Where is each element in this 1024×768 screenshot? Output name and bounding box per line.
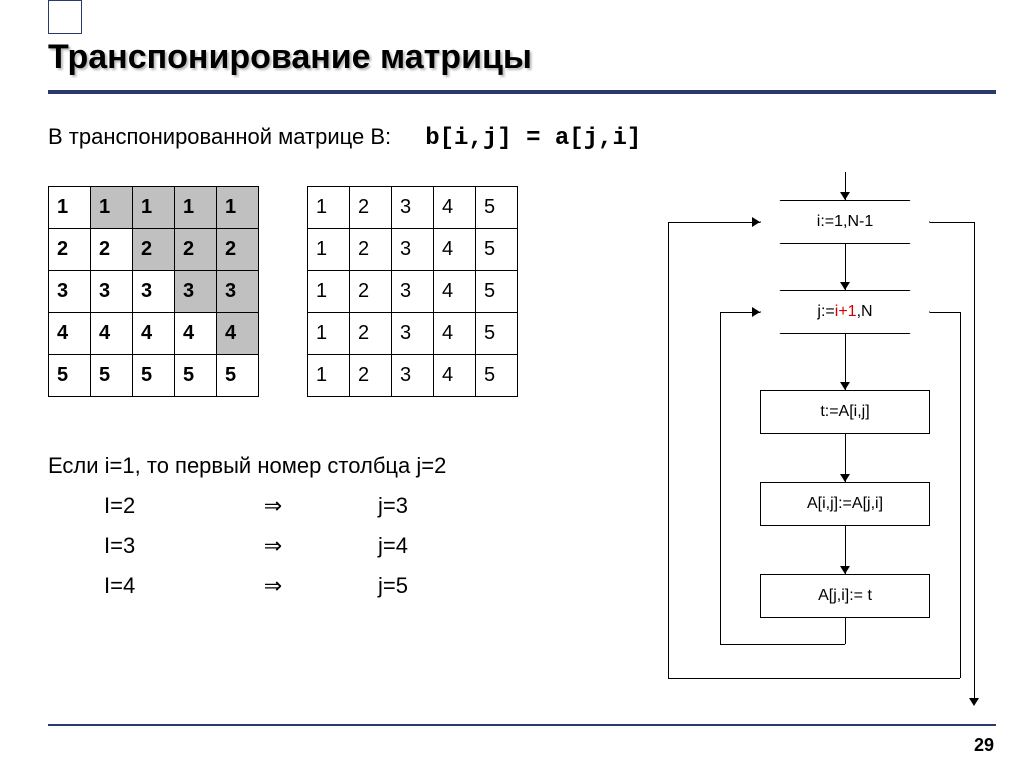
matrix-a-cell: 3 — [175, 271, 217, 313]
matrices-container: 1111122222333334444455555 12345123451234… — [48, 186, 518, 397]
matrix-b-cell: 1 — [308, 271, 350, 313]
matrix-b-cell: 4 — [434, 313, 476, 355]
corner-decor — [48, 0, 82, 34]
title-underline — [48, 90, 996, 94]
matrix-b-cell: 1 — [308, 355, 350, 397]
explain-block: Если i=1, то первый номер столбца j=2 I=… — [48, 446, 446, 606]
matrix-a-cell: 4 — [175, 313, 217, 355]
matrix-b-cell: 3 — [392, 355, 434, 397]
matrix-a-cell: 2 — [133, 229, 175, 271]
explain-right: j=5 — [378, 566, 438, 606]
matrix-b-cell: 4 — [434, 355, 476, 397]
arrow-icon — [840, 382, 850, 390]
matrix-a-cell: 5 — [133, 355, 175, 397]
arrow-icon — [969, 698, 979, 706]
matrix-a-cell: 4 — [217, 313, 259, 355]
flow-line — [845, 618, 846, 644]
matrix-a-cell: 3 — [133, 271, 175, 313]
flowchart: i:=1,N-1 j:=i+1,N t:=A[i,j] A[i,j]:=A[j,i] A… — [650, 172, 980, 732]
matrix-b-cell: 1 — [308, 313, 350, 355]
matrix-b-cell: 3 — [392, 271, 434, 313]
explain-right: j=3 — [378, 486, 438, 526]
matrix-b-cell: 2 — [350, 355, 392, 397]
page-number: 29 — [974, 735, 994, 756]
matrix-b-cell: 2 — [350, 313, 392, 355]
explain-arrow: ⇒ — [168, 526, 378, 566]
matrix-a-cell: 5 — [49, 355, 91, 397]
flow-line — [974, 222, 975, 698]
explain-row: I=4⇒j=5 — [48, 566, 446, 606]
subtitle: В транспонированной матрице В: b[i,j] = … — [48, 124, 641, 152]
matrix-a-cell: 1 — [175, 187, 217, 229]
flow-rect-3: A[j,i]:= t — [760, 574, 930, 618]
matrix-b-cell: 2 — [350, 187, 392, 229]
arrow-icon — [752, 307, 760, 317]
matrix-b-cell: 4 — [434, 229, 476, 271]
explain-row: I=2⇒j=3 — [48, 486, 446, 526]
flow-line — [668, 222, 669, 678]
matrix-b-cell: 5 — [476, 187, 518, 229]
matrix-b-cell: 1 — [308, 229, 350, 271]
flow-hex-2: j:=i+1,N — [760, 290, 930, 334]
matrix-a-cell: 4 — [49, 313, 91, 355]
explain-arrow: ⇒ — [168, 566, 378, 606]
matrix-b-cell: 5 — [476, 271, 518, 313]
matrix-b-cell: 4 — [434, 271, 476, 313]
flow-line — [720, 644, 845, 645]
arrow-icon — [840, 192, 850, 200]
matrix-a-cell: 1 — [133, 187, 175, 229]
matrix-a-cell: 2 — [175, 229, 217, 271]
arrow-icon — [752, 217, 760, 227]
flow-rect-1: t:=A[i,j] — [760, 390, 930, 434]
flow-line — [668, 678, 960, 679]
flow-line — [960, 312, 961, 678]
matrix-a-cell: 5 — [217, 355, 259, 397]
arrow-icon — [840, 474, 850, 482]
flow-line — [720, 312, 721, 644]
flow-hex-1: i:=1,N-1 — [760, 200, 930, 244]
matrix-a-cell: 1 — [217, 187, 259, 229]
matrix-a-cell: 3 — [91, 271, 133, 313]
subtitle-code: b[i,j] = a[j,i] — [425, 125, 641, 152]
matrix-a-cell: 5 — [91, 355, 133, 397]
matrix-b-cell: 3 — [392, 313, 434, 355]
matrix-b-cell: 3 — [392, 187, 434, 229]
matrix-a-cell: 2 — [91, 229, 133, 271]
arrow-icon — [840, 566, 850, 574]
page-title: Транспонирование матрицы — [48, 38, 532, 77]
flow-line — [930, 312, 960, 313]
matrix-b-cell: 5 — [476, 355, 518, 397]
matrix-a-cell: 2 — [217, 229, 259, 271]
matrix-a: 1111122222333334444455555 — [48, 186, 259, 397]
matrix-a-cell: 2 — [49, 229, 91, 271]
matrix-b-cell: 1 — [308, 187, 350, 229]
explain-left: I=2 — [48, 486, 168, 526]
bottom-line — [48, 724, 996, 726]
matrix-a-cell: 4 — [91, 313, 133, 355]
matrix-b-cell: 5 — [476, 313, 518, 355]
matrix-a-cell: 1 — [91, 187, 133, 229]
explain-row: I=3⇒j=4 — [48, 526, 446, 566]
matrix-b: 1234512345123451234512345 — [307, 186, 518, 397]
flow-line — [930, 222, 974, 223]
matrix-a-cell: 5 — [175, 355, 217, 397]
subtitle-text: В транспонированной матрице В: — [48, 124, 391, 149]
explain-arrow: ⇒ — [168, 486, 378, 526]
flow-rect-2: A[i,j]:=A[j,i] — [760, 482, 930, 526]
explain-left: I=3 — [48, 526, 168, 566]
flow-line — [668, 222, 760, 223]
matrix-a-cell: 3 — [49, 271, 91, 313]
explain-first: Если i=1, то первый номер столбца j=2 — [48, 446, 446, 486]
matrix-b-cell: 4 — [434, 187, 476, 229]
matrix-a-cell: 3 — [217, 271, 259, 313]
arrow-icon — [840, 282, 850, 290]
matrix-a-cell: 1 — [49, 187, 91, 229]
matrix-a-cell: 4 — [133, 313, 175, 355]
explain-right: j=4 — [378, 526, 438, 566]
matrix-b-cell: 2 — [350, 271, 392, 313]
matrix-b-cell: 3 — [392, 229, 434, 271]
matrix-b-cell: 5 — [476, 229, 518, 271]
explain-left: I=4 — [48, 566, 168, 606]
matrix-b-cell: 2 — [350, 229, 392, 271]
